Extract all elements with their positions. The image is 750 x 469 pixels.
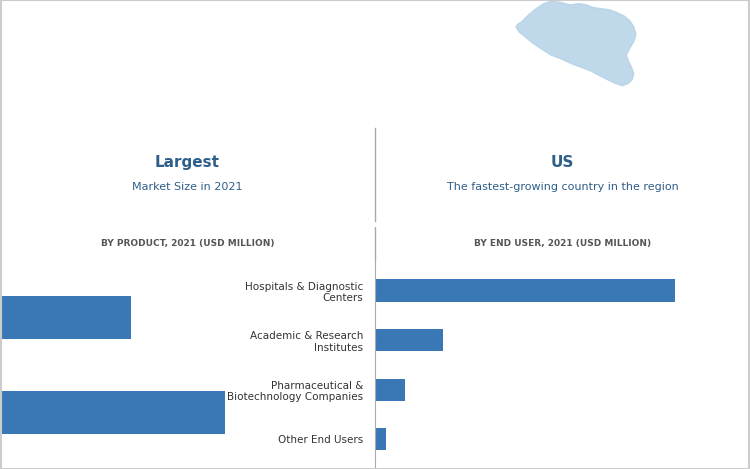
- Text: Largest: Largest: [155, 154, 220, 169]
- Text: NORTH AMERICA: NORTH AMERICA: [22, 57, 308, 85]
- Polygon shape: [516, 1, 636, 86]
- Bar: [375, 428, 386, 450]
- Bar: [375, 280, 675, 302]
- Text: Market Size in 2021: Market Size in 2021: [132, 182, 243, 192]
- Bar: [375, 378, 405, 401]
- Text: US: US: [550, 154, 574, 169]
- Bar: [0, 296, 131, 339]
- Text: BY PRODUCT, 2021 (USD MILLION): BY PRODUCT, 2021 (USD MILLION): [100, 239, 274, 248]
- Text: BY END USER, 2021 (USD MILLION): BY END USER, 2021 (USD MILLION): [474, 239, 651, 248]
- Text: The fastest-growing country in the region: The fastest-growing country in the regio…: [447, 182, 678, 192]
- Bar: [375, 329, 442, 351]
- Bar: [0, 391, 225, 433]
